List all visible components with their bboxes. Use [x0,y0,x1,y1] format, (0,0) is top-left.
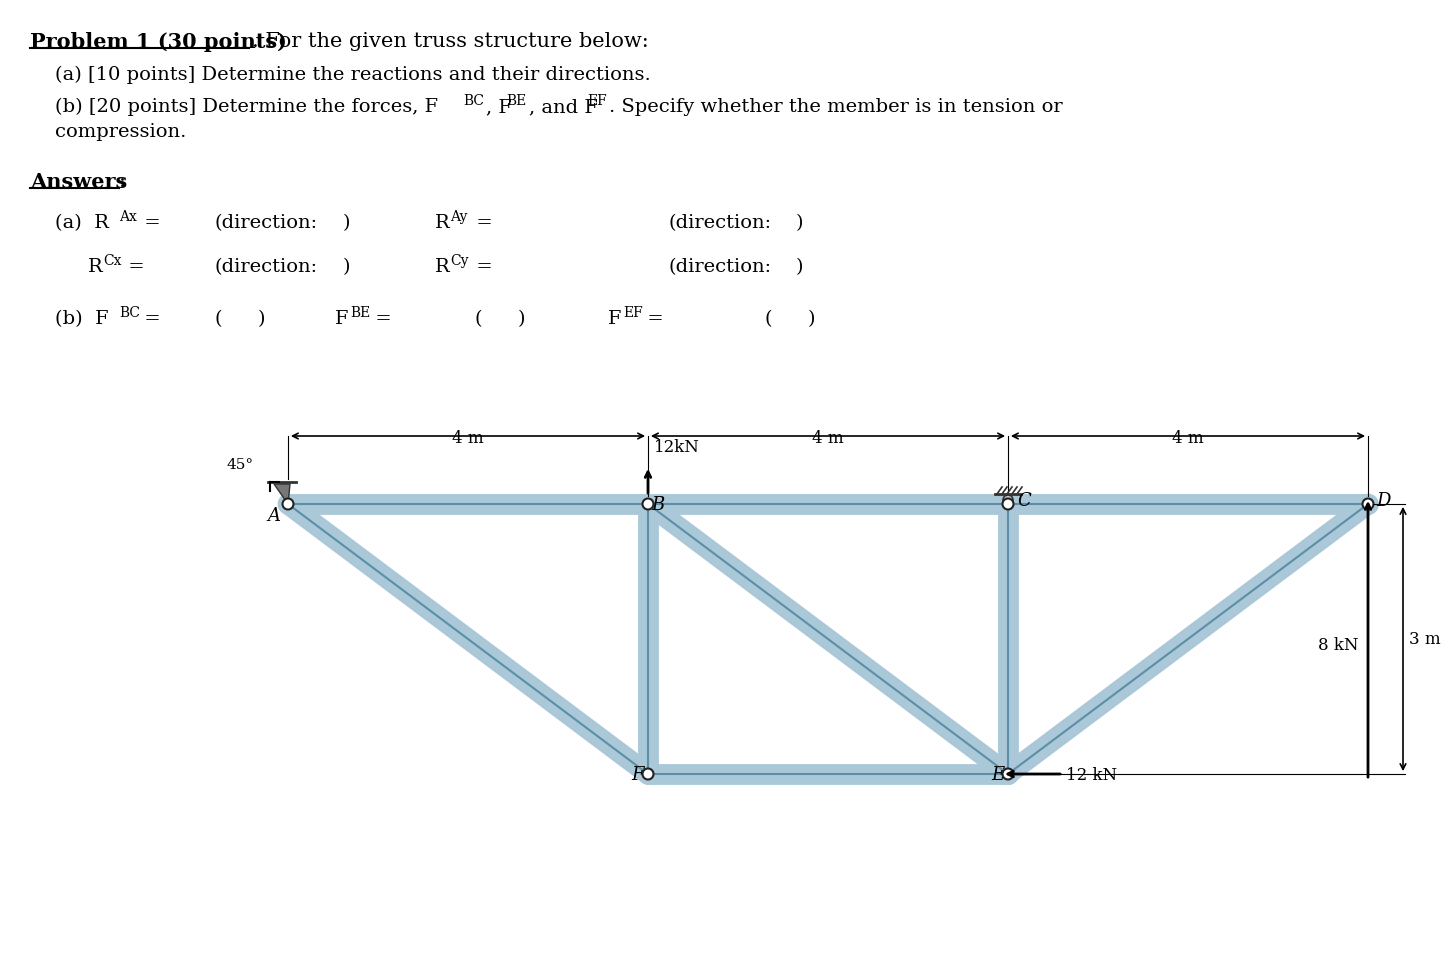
Text: Cx: Cx [103,254,122,268]
Circle shape [1363,499,1374,509]
Text: F: F [631,766,644,784]
Text: =: = [471,214,492,232]
Text: =: = [138,214,161,232]
Text: Answers: Answers [30,172,127,192]
Text: (: ( [765,310,773,328]
Text: ): ) [258,310,265,328]
Text: Problem 1 (30 points): Problem 1 (30 points) [30,32,287,52]
Text: ): ) [343,214,350,232]
Text: ): ) [808,310,815,328]
Text: (b) [20 points] Determine the forces, F: (b) [20 points] Determine the forces, F [55,98,439,117]
Text: (direction:: (direction: [668,258,772,276]
Circle shape [1003,495,1014,505]
Text: 4 m: 4 m [452,430,484,447]
Text: EF: EF [586,94,607,108]
Text: 12kN: 12kN [654,439,699,456]
Text: F: F [334,310,349,328]
Text: BC: BC [119,306,140,320]
Text: =: = [641,310,663,328]
Text: Cy: Cy [450,254,469,268]
Text: BE: BE [505,94,526,108]
Text: . For the given truss structure below:: . For the given truss structure below: [252,32,649,51]
Text: =: = [471,258,492,276]
Text: compression.: compression. [55,123,187,141]
Text: 12 kN: 12 kN [1066,767,1116,784]
Circle shape [1002,499,1014,509]
Text: , F: , F [487,98,513,116]
Text: ): ) [796,258,804,276]
Text: (a) [10 points] Determine the reactions and their directions.: (a) [10 points] Determine the reactions … [55,66,650,85]
Circle shape [282,499,294,509]
Text: A: A [266,507,279,525]
Text: 4 m: 4 m [1173,430,1203,447]
Text: =: = [138,310,161,328]
Text: 3 m: 3 m [1409,631,1441,647]
Text: 45°: 45° [227,458,253,472]
Text: BE: BE [350,306,371,320]
Text: EF: EF [623,306,643,320]
Text: E: E [990,766,1003,784]
Text: (a)  R: (a) R [55,214,109,232]
Text: ): ) [343,258,350,276]
Text: BC: BC [463,94,484,108]
Text: (direction:: (direction: [668,214,772,232]
Text: ): ) [796,214,804,232]
Text: (direction:: (direction: [214,214,319,232]
Polygon shape [274,484,290,504]
Text: D: D [1376,492,1390,510]
Text: , and F: , and F [529,98,598,116]
Text: :: : [119,172,126,191]
Text: ): ) [518,310,526,328]
Text: Ax: Ax [119,210,138,224]
Text: =: = [122,258,145,276]
Text: 4 m: 4 m [812,430,844,447]
Text: R: R [88,258,103,276]
Text: =: = [369,310,392,328]
Circle shape [643,499,653,509]
Text: R: R [434,214,450,232]
Text: 8 kN: 8 kN [1318,637,1358,653]
Text: (direction:: (direction: [214,258,319,276]
Text: R: R [434,258,450,276]
Text: (: ( [214,310,223,328]
Text: C: C [1016,492,1031,510]
Text: . Specify whether the member is in tension or: . Specify whether the member is in tensi… [610,98,1063,116]
Text: B: B [652,496,665,514]
Text: Ay: Ay [450,210,468,224]
Text: (b)  F: (b) F [55,310,109,328]
Text: F: F [608,310,621,328]
Circle shape [1002,769,1014,780]
Circle shape [643,769,653,780]
Text: (: ( [475,310,482,328]
